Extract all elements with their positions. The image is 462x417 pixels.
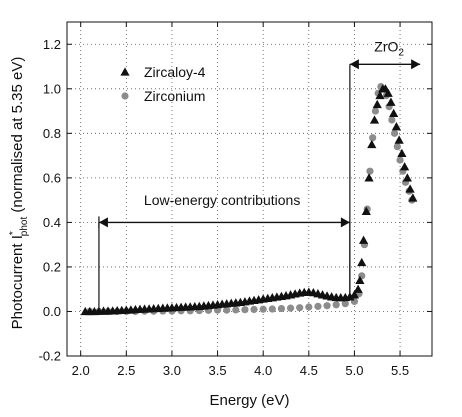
x-tick-label: 5.0 (345, 363, 363, 378)
legend: Zircaloy-4 Zirconium (120, 64, 206, 104)
point-circle (388, 116, 396, 124)
annotation-text-low-energy: Low-energy contributions (144, 192, 300, 208)
y-axis-title-rest: (normalised at 5.35 eV) (9, 57, 26, 217)
data-series (80, 82, 418, 316)
point-triangle (383, 88, 393, 97)
series-zircaloy-4 (80, 84, 418, 316)
point-triangle (389, 108, 399, 117)
y-tick-label: 0.4 (43, 215, 61, 230)
annotation-low-energy: Low-energy contributions (98, 192, 351, 312)
point-triangle (372, 99, 382, 109)
x-tick-label: 3.0 (163, 363, 181, 378)
annotations: Low-energy contributions ZrO2 (98, 38, 421, 312)
y-axis-title: Photocurrent I*phot (normalised at 5.35 … (8, 57, 30, 330)
arrow-head (340, 217, 350, 228)
y-tick-label: 0.2 (43, 259, 61, 274)
annotation-text-main: Low-energy contributions (144, 192, 300, 208)
legend-item: Zirconium (121, 88, 205, 104)
legend-label: Zircaloy-4 (144, 64, 206, 80)
arrow-head (349, 59, 359, 70)
arrow-head (98, 217, 108, 228)
point-triangle (349, 290, 360, 299)
point-triangle (357, 257, 367, 267)
plot-frame (66, 21, 433, 357)
point-triangle (120, 67, 130, 76)
point-triangle (394, 135, 404, 144)
point-circle (393, 143, 401, 151)
point-circle (259, 305, 267, 313)
point-triangle (358, 235, 369, 244)
point-triangle (405, 184, 415, 193)
y-tick-label: 1.2 (43, 37, 61, 52)
x-tick-label: 3.5 (209, 363, 227, 378)
y-tick-label: 1.0 (43, 81, 61, 96)
point-circle (314, 302, 322, 310)
legend-item: Zircaloy-4 (120, 64, 206, 80)
x-tick-label: 4.0 (254, 363, 272, 378)
point-circle (286, 304, 295, 312)
point-circle (369, 134, 377, 142)
point-circle (121, 92, 129, 100)
axis-ticks: 2.0 2.5 3.0 3.5 4.0 4.5 5.0 5.5 -0.2 0.0 0.2 0.4 0.6… (39, 22, 432, 378)
point-triangle (375, 90, 385, 100)
point-circle (332, 301, 340, 309)
point-triangle (402, 173, 412, 182)
point-triangle (369, 115, 380, 124)
point-circle (277, 304, 286, 313)
point-circle (223, 306, 231, 314)
y-axis-title-sub: phot (19, 217, 30, 237)
point-circle (296, 304, 304, 312)
legend-label: Zirconium (144, 88, 205, 104)
point-triangle (400, 162, 410, 171)
point-circle (232, 306, 240, 314)
y-axis-title-sup: * (8, 231, 19, 235)
point-triangle (408, 193, 418, 202)
annotation-text-main: ZrO (374, 38, 398, 54)
point-circle (366, 167, 374, 175)
y-tick-label: 0.0 (43, 304, 61, 319)
y-axis-title-main: Photocurrent I (9, 235, 26, 329)
point-circle (371, 107, 380, 115)
x-tick-label: 4.5 (300, 363, 318, 378)
point-triangle (364, 173, 374, 182)
x-axis-title: Energy (eV) (209, 392, 289, 409)
y-tick-label: -0.2 (39, 349, 61, 364)
y-tick-label: 0.6 (43, 170, 61, 185)
point-circle (305, 303, 313, 311)
point-triangle (367, 139, 377, 149)
x-tick-label: 5.5 (391, 363, 409, 378)
y-tick-label: 0.8 (43, 126, 61, 141)
point-circle (241, 306, 249, 314)
point-triangle (361, 206, 371, 215)
point-triangle (386, 97, 396, 106)
annotation-text-sub: 2 (398, 47, 404, 58)
point-triangle (355, 275, 365, 284)
point-circle (250, 305, 258, 314)
x-tick-label: 2.5 (117, 363, 135, 378)
arrow-head (411, 59, 421, 70)
point-circle (341, 300, 349, 308)
point-triangle (391, 122, 402, 131)
annotation-zro2: ZrO2 (349, 38, 421, 294)
point-circle (390, 129, 399, 137)
annotation-text-zro2: ZrO2 (374, 38, 404, 58)
point-circle (268, 305, 276, 313)
point-circle (323, 302, 331, 310)
point-circle (396, 156, 404, 164)
point-triangle (397, 148, 407, 158)
x-tick-label: 2.0 (72, 363, 90, 378)
point-triangle (353, 284, 363, 293)
